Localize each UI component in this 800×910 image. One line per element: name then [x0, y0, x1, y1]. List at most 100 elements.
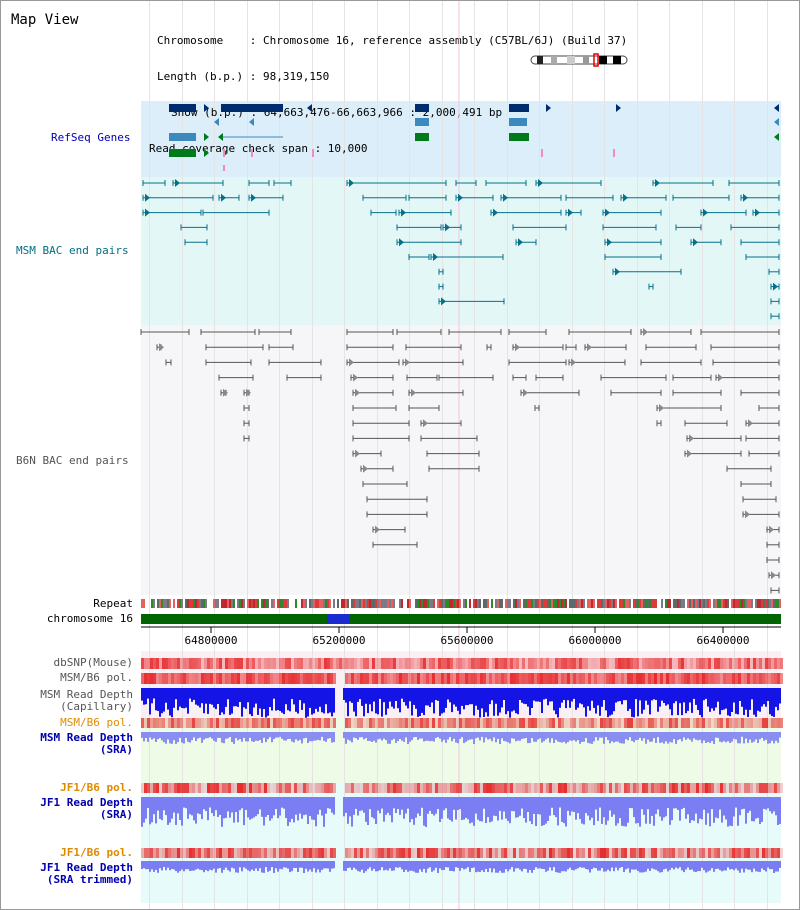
- jf1-depth-bar: [191, 797, 193, 816]
- jf1-pol-trim-cell: [552, 848, 555, 858]
- jf1-pol-cell: [255, 783, 258, 793]
- repeat-element: [221, 599, 223, 608]
- repeat-element: [317, 599, 319, 608]
- jf1-trim-bar: [275, 861, 277, 869]
- jf1-depth-bar: [569, 797, 571, 816]
- msm-depth-sra-bar: [301, 732, 303, 744]
- repeat-element: [523, 599, 525, 608]
- refseq-gene-arrow: [249, 118, 254, 126]
- msm-depth-cap-bar: [483, 688, 485, 717]
- dbsnp-cell: [753, 658, 756, 669]
- jf1-pol-cell: [165, 783, 168, 793]
- jf1-trim-bar: [745, 861, 747, 869]
- msm-depth-sra-bar: [495, 732, 497, 743]
- jf1-trim-bar: [751, 861, 753, 873]
- dbsnp-cell: [324, 658, 327, 669]
- jf1-pol-cell: [321, 783, 324, 793]
- msm-pol-cell: [267, 673, 270, 684]
- jf1-pol-cell: [693, 783, 696, 793]
- msm-depth-cap-bar: [141, 688, 143, 701]
- jf1-pol-trim-cell: [501, 848, 504, 858]
- msm-depth-cap-bar: [625, 688, 627, 701]
- jf1-trim-bar: [175, 861, 177, 872]
- msm-pol-cell: [282, 673, 285, 684]
- msm-depth-sra-bar: [371, 732, 373, 742]
- msm-depth-sra-bar: [313, 732, 315, 741]
- msm-depth-cap-bar: [329, 688, 331, 713]
- jf1-pol-cell: [531, 783, 534, 793]
- jf1-depth-bar: [647, 797, 649, 810]
- msm-depth-cap-bar: [715, 688, 717, 708]
- jf1-depth-bar: [553, 797, 555, 816]
- jf1-depth-bar: [299, 797, 301, 814]
- msm-depth-cap-bar: [189, 688, 191, 699]
- jf1-pol-cell: [747, 783, 750, 793]
- msm-depth-sra-bar: [227, 732, 229, 739]
- jf1-pol-trim-cell: [330, 848, 333, 858]
- msm-pol-sra-cell: [246, 718, 249, 728]
- msm-pol-cell: [591, 673, 594, 684]
- jf1-pol-trim-cell: [264, 848, 267, 858]
- chromosome-ideogram[interactable]: [529, 53, 631, 67]
- jf1-trim-bar: [385, 861, 387, 870]
- jf1-depth-bar: [347, 797, 349, 824]
- msm-depth-cap-bar: [157, 688, 159, 711]
- jf1-trim-bar: [449, 861, 451, 871]
- jf1-pol-cell: [621, 783, 624, 793]
- msm-pol-sra-cell: [738, 718, 741, 728]
- msm-depth-sra-bar: [183, 732, 185, 744]
- dbsnp-cell: [525, 658, 528, 669]
- msm-pol-sra-cell: [645, 718, 648, 728]
- msm-pol-cell: [657, 673, 660, 684]
- jf1-depth-bar: [449, 797, 451, 820]
- msm-pol-cell: [276, 673, 279, 684]
- dbsnp-cell: [450, 658, 453, 669]
- jf1-depth-bar: [391, 797, 393, 823]
- jf1-trim-bar: [767, 861, 769, 868]
- jf1-pol-cell: [669, 783, 672, 793]
- msm-depth-sra-bar: [687, 732, 689, 739]
- msm-depth-sra-bar: [441, 732, 443, 742]
- msm-depth-sra-bar: [513, 732, 515, 739]
- msm-depth-sra-bar: [629, 732, 631, 738]
- b6n-bac-arrow: [745, 510, 750, 519]
- jf1-depth-bar: [315, 797, 317, 827]
- repeat-element: [325, 599, 327, 608]
- msm-depth-cap-bar: [651, 688, 653, 701]
- repeat-element: [249, 599, 251, 608]
- msm-depth-cap-bar: [555, 688, 557, 715]
- jf1-depth-bar: [613, 797, 615, 815]
- dbsnp-cell: [723, 658, 726, 669]
- msm-depth-sra-bar: [271, 732, 273, 743]
- msm-depth-cap-bar: [469, 688, 471, 705]
- msm-pol-sra-cell: [492, 718, 495, 728]
- repeat-element: [635, 599, 637, 608]
- jf1-pol-cell: [330, 783, 333, 793]
- jf1-depth-bar: [537, 797, 539, 815]
- msm-pol-sra-cell: [603, 718, 606, 728]
- jf1-depth-bar: [467, 797, 469, 820]
- jf1-trim-bar: [237, 861, 239, 873]
- dbsnp-cell: [360, 658, 363, 669]
- jf1-trim-bar: [433, 861, 435, 871]
- repeat-element: [157, 599, 159, 608]
- msm-depth-sra-bar: [511, 732, 513, 739]
- msm-pol-sra-cell: [210, 718, 213, 728]
- jf1-pol-cell: [288, 783, 291, 793]
- jf1-trim-bar: [603, 861, 605, 872]
- jf1-pol-cell: [585, 783, 588, 793]
- jf1-depth-bar: [725, 797, 727, 820]
- jf1-depth-bar: [733, 797, 735, 817]
- jf1-trim-bar: [679, 861, 681, 868]
- jf1-trim-bar: [583, 861, 585, 868]
- msm-pol-cell: [474, 673, 477, 684]
- dbsnp-cell: [207, 658, 210, 669]
- msm-pol-cell: [288, 673, 291, 684]
- jf1-pol-cell: [735, 783, 738, 793]
- jf1-pol-trim-cell: [726, 848, 729, 858]
- msm-depth-cap-bar: [315, 688, 317, 709]
- jf1-trim-bar: [313, 861, 315, 869]
- msm-depth-cap-bar: [259, 688, 261, 709]
- msm-pol-cell: [585, 673, 588, 684]
